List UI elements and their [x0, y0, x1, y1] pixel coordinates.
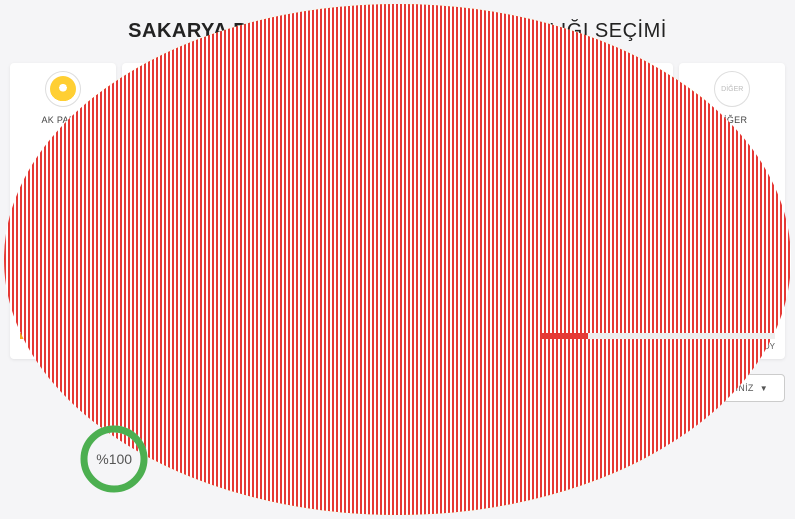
candidate-card: ECE SÖYLER CHP % 20,10 3.905 OY — [531, 285, 785, 359]
opened-percentage: %100 — [79, 424, 149, 494]
candidate-party-logo-icon — [541, 293, 575, 327]
opened-donut: %100 — [79, 424, 149, 494]
candidate-cards-row: FATİH AKIN AK Parti % 37,86 7.355 OY YIL… — [10, 285, 785, 359]
candidate-bar — [541, 333, 775, 339]
